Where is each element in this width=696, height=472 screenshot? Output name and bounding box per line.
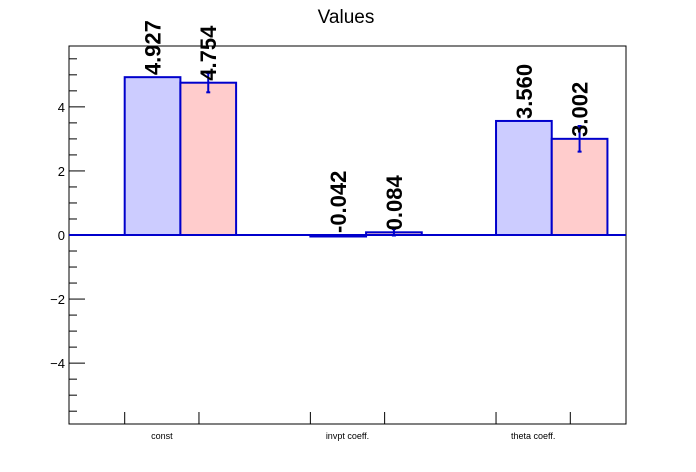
category-label: const <box>151 431 173 441</box>
bar <box>123 76 182 237</box>
y-tick-label: 0 <box>58 228 65 243</box>
y-tick-label: −4 <box>50 356 65 371</box>
data-labels: 4.927 -0.042 3.560 4.754 0.084 3.002 <box>141 20 593 233</box>
category-label: theta coeff. <box>511 431 555 441</box>
bar <box>550 137 609 237</box>
bar <box>179 81 238 236</box>
bar <box>495 119 553 236</box>
data-label: 4.754 <box>196 25 221 81</box>
x-axis: const invpt coeff. theta coeff. <box>124 412 571 441</box>
data-label: 0.084 <box>382 174 407 230</box>
data-label: 4.927 <box>141 20 166 75</box>
y-tick-label: 4 <box>58 100 65 115</box>
error-bars <box>206 72 582 237</box>
chart-title: Values <box>318 7 375 28</box>
data-label: 3.560 <box>512 64 537 119</box>
data-label: 3.002 <box>568 82 593 137</box>
y-tick-label: −2 <box>50 292 65 307</box>
category-label: invpt coeff. <box>326 431 369 441</box>
y-tick-label: 2 <box>58 164 65 179</box>
data-label: -0.042 <box>326 171 351 233</box>
